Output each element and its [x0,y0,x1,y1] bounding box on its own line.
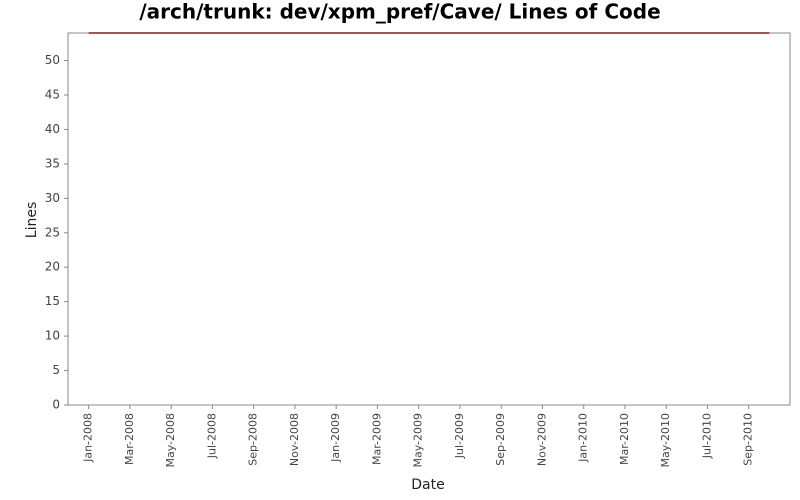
x-tick-label: May-2010 [659,413,672,468]
y-tick-label: 15 [45,294,60,308]
y-tick-label: 50 [45,53,60,67]
x-tick-label: Sep-2009 [494,413,507,466]
y-axis-title: Lines [24,202,40,238]
x-tick-label: May-2008 [164,413,177,468]
x-tick-label: Jan-2009 [329,413,342,463]
y-tick-label: 10 [45,329,60,343]
x-tick-label: Mar-2008 [123,413,136,465]
x-tick-label: Sep-2008 [247,413,260,466]
x-tick-label: Jul-2008 [205,413,218,459]
x-tick-label: Jul-2010 [700,413,713,459]
x-axis-title: Date [411,477,444,493]
x-tick-label: Jan-2008 [82,413,95,463]
y-tick-label: 0 [52,398,60,412]
x-tick-label: Jul-2009 [453,413,466,459]
x-tick-label: Mar-2009 [370,413,383,465]
y-tick-label: 40 [45,122,60,136]
x-tick-label: Sep-2010 [742,413,755,466]
y-tick-label: 45 [45,88,60,102]
y-tick-label: 35 [45,156,60,170]
x-tick-label: May-2009 [412,413,425,468]
x-tick-label: Nov-2009 [535,413,548,466]
y-tick-label: 25 [45,225,60,239]
x-tick-label: Nov-2008 [288,413,301,466]
plot-area [67,32,791,406]
y-tick-label: 20 [45,260,60,274]
y-tick-label: 5 [52,363,60,377]
chart-title: /arch/trunk: dev/xpm_pref/Cave/ Lines of… [139,0,660,24]
y-tick-label: 30 [45,191,60,205]
x-tick-label: Jan-2010 [577,413,590,463]
x-tick-label: Mar-2010 [618,413,631,465]
